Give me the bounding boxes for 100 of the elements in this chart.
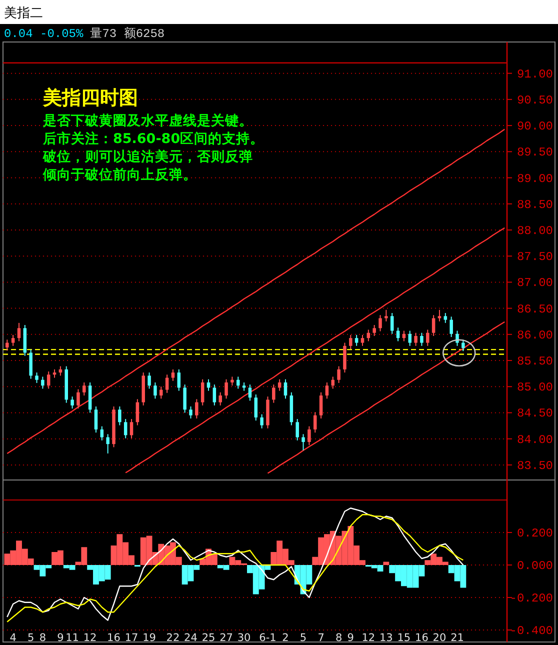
x-tick-label: 8 bbox=[335, 632, 342, 644]
candlestick bbox=[118, 406, 122, 426]
x-tick-label: 5 bbox=[27, 632, 34, 644]
candlestick bbox=[426, 329, 430, 346]
candlestick bbox=[189, 406, 192, 419]
x-tick-label: 8 bbox=[39, 632, 46, 644]
candlestick bbox=[160, 386, 163, 400]
x-tick-label: 16 bbox=[415, 632, 429, 644]
candlestick bbox=[462, 339, 465, 352]
candlestick bbox=[343, 342, 346, 374]
line-series bbox=[124, 227, 506, 474]
y-tick-label: -0.400 bbox=[510, 624, 553, 638]
x-tick-label: 20 bbox=[432, 632, 446, 644]
candlestick bbox=[41, 376, 44, 390]
x-tick-label: 11 bbox=[66, 632, 79, 644]
candlestick bbox=[390, 312, 394, 334]
annotation: 破位，则可以追沽美元，否则反弹 bbox=[42, 148, 253, 165]
candlestick bbox=[372, 324, 376, 336]
candlestick bbox=[349, 334, 352, 350]
candlestick bbox=[35, 372, 38, 384]
line-series bbox=[267, 321, 506, 474]
y-tick-label: 91.00 bbox=[516, 67, 553, 82]
y-tick-label: 86.00 bbox=[516, 328, 553, 342]
candlestick bbox=[195, 398, 198, 419]
x-tick-label: 30 bbox=[237, 632, 251, 644]
x-tick-label: 6-1 bbox=[259, 632, 276, 644]
candlestick bbox=[296, 418, 299, 441]
candlestick bbox=[70, 396, 74, 410]
candlestick bbox=[444, 312, 448, 324]
x-tick-label: 4 bbox=[10, 632, 17, 644]
candlestick bbox=[46, 370, 50, 390]
text: 0.04 -0.05% bbox=[4, 27, 84, 41]
x-tick-label: 27 bbox=[220, 632, 233, 644]
y-tick-label: 87.50 bbox=[516, 250, 553, 264]
candlestick bbox=[414, 332, 418, 346]
candlestick bbox=[254, 394, 258, 422]
candlestick bbox=[319, 392, 323, 419]
candlestick bbox=[29, 349, 32, 380]
x-tick-label: 22 bbox=[166, 632, 180, 644]
candlestick bbox=[450, 316, 453, 338]
candlestick bbox=[130, 418, 134, 439]
y-tick-label: 88.50 bbox=[516, 198, 553, 212]
candlestick bbox=[337, 366, 340, 384]
candlestick bbox=[183, 384, 186, 414]
candlestick bbox=[260, 414, 264, 429]
x-tick-label: 12 bbox=[83, 632, 97, 644]
x-tick-label: 7 bbox=[318, 632, 324, 644]
candlestick bbox=[432, 314, 436, 336]
text: 量73 额6258 bbox=[90, 26, 165, 41]
candlestick bbox=[354, 334, 358, 346]
x-tick-label: 12 bbox=[362, 632, 376, 644]
y-tick-label: 90.00 bbox=[516, 120, 553, 134]
candlestick bbox=[100, 426, 104, 441]
candlestick bbox=[313, 412, 317, 434]
y-tick-label: 86.50 bbox=[516, 302, 553, 316]
x-tick-label: 24 bbox=[184, 632, 198, 644]
candlestick bbox=[360, 334, 364, 346]
annotation: 是否下破黄圈及水平虚线是关键。 bbox=[42, 112, 253, 129]
x-tick-label: 16 bbox=[107, 632, 121, 644]
bar bbox=[383, 562, 390, 565]
y-tick-label: 85.00 bbox=[516, 380, 553, 395]
candlestick bbox=[136, 398, 140, 426]
x-tick-label: 15 bbox=[397, 632, 411, 644]
x-tick-label: 25 bbox=[202, 632, 216, 644]
candlestick bbox=[106, 434, 110, 454]
candlestick bbox=[408, 330, 412, 346]
x-tick-label: 5 bbox=[300, 632, 307, 644]
candlestick bbox=[284, 378, 288, 400]
y-tick-label: 84.50 bbox=[516, 406, 553, 421]
y-tick-label: 0.000 bbox=[516, 559, 553, 573]
y-tick-label: 90.50 bbox=[516, 93, 553, 108]
candlestick bbox=[6, 339, 9, 352]
x-tick-label: 13 bbox=[379, 632, 393, 644]
candlestick bbox=[308, 426, 311, 446]
y-tick-label: 89.50 bbox=[516, 146, 553, 160]
candlestick bbox=[94, 406, 98, 434]
x-tick-label: 17 bbox=[124, 632, 138, 644]
candlestick bbox=[82, 382, 86, 396]
chart-title: 美指二 bbox=[4, 5, 43, 21]
x-tick-label: 21 bbox=[450, 632, 464, 644]
candlestick bbox=[272, 384, 276, 404]
candlestick bbox=[11, 334, 15, 346]
candlestick bbox=[154, 382, 157, 400]
y-tick-label: 83.50 bbox=[516, 458, 553, 473]
x-tick-label: 2 bbox=[282, 632, 289, 644]
candlestick bbox=[200, 378, 204, 406]
candlestick bbox=[76, 388, 80, 410]
candlestick bbox=[212, 384, 216, 406]
candlestick bbox=[177, 368, 181, 392]
y-tick-label: 89.00 bbox=[516, 172, 553, 186]
y-tick-label: 85.50 bbox=[516, 354, 553, 369]
candlestick bbox=[17, 322, 21, 342]
y-tick-label: 88.00 bbox=[516, 224, 553, 238]
candlestick bbox=[378, 314, 382, 332]
x-tick-label: 9 bbox=[347, 632, 354, 644]
text: 美指四时图 bbox=[42, 87, 138, 109]
candlestick bbox=[218, 392, 222, 406]
x-tick-label: 19 bbox=[142, 632, 156, 644]
y-tick-label: -0.200 bbox=[510, 592, 553, 606]
candlestick bbox=[302, 434, 305, 451]
